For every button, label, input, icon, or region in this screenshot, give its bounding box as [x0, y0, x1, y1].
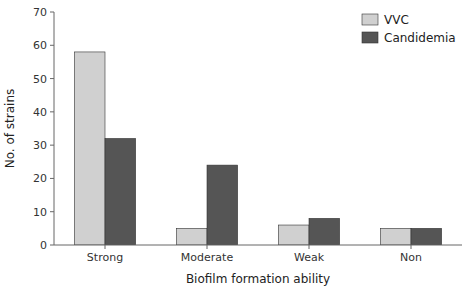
y-tick [50, 12, 54, 13]
bar [309, 218, 340, 245]
y-tick-label: 0 [40, 239, 47, 252]
y-tick-label: 60 [33, 39, 47, 52]
bar [380, 228, 411, 245]
y-tick [50, 45, 54, 46]
bar [176, 228, 207, 245]
chart: 0 10 20 30 40 50 60 70 Strong Moderate Weak Non Biof… [0, 0, 474, 291]
y-tick-label: 10 [33, 206, 47, 219]
x-tick-label: Strong [87, 251, 123, 264]
bar [207, 165, 238, 245]
y-tick-label: 50 [33, 73, 47, 86]
x-axis-label: Biofilm formation ability [186, 272, 330, 286]
legend-swatch [362, 14, 378, 25]
legend-swatch [362, 32, 378, 43]
y-tick [50, 178, 54, 179]
x-tick-label: Non [400, 251, 422, 264]
x-tick [207, 245, 208, 249]
x-tick [411, 245, 412, 249]
y-tick-label: 20 [33, 172, 47, 185]
bar [278, 225, 309, 245]
bars [74, 52, 441, 245]
y-tick [50, 245, 54, 246]
x-tick [105, 245, 106, 249]
bar [411, 228, 442, 245]
x-tick-label: Weak [294, 251, 325, 264]
y-tick-label: 30 [33, 139, 47, 152]
y-tick [50, 145, 54, 146]
legend-label: Candidemia [384, 31, 456, 45]
y-tick-label: 40 [33, 106, 47, 119]
y-tick [50, 111, 54, 112]
y-tick [50, 78, 54, 79]
y-tick-label: 70 [33, 6, 47, 19]
bar [74, 52, 105, 245]
y-axis-label: No. of strains [3, 89, 17, 169]
x-tick [309, 245, 310, 249]
legend: VVC Candidemia [362, 13, 456, 45]
bar [105, 138, 136, 245]
legend-label: VVC [384, 13, 409, 27]
x-axis [54, 245, 462, 246]
y-axis [54, 12, 55, 245]
x-tick-label: Moderate [181, 251, 234, 264]
y-tick [50, 211, 54, 212]
